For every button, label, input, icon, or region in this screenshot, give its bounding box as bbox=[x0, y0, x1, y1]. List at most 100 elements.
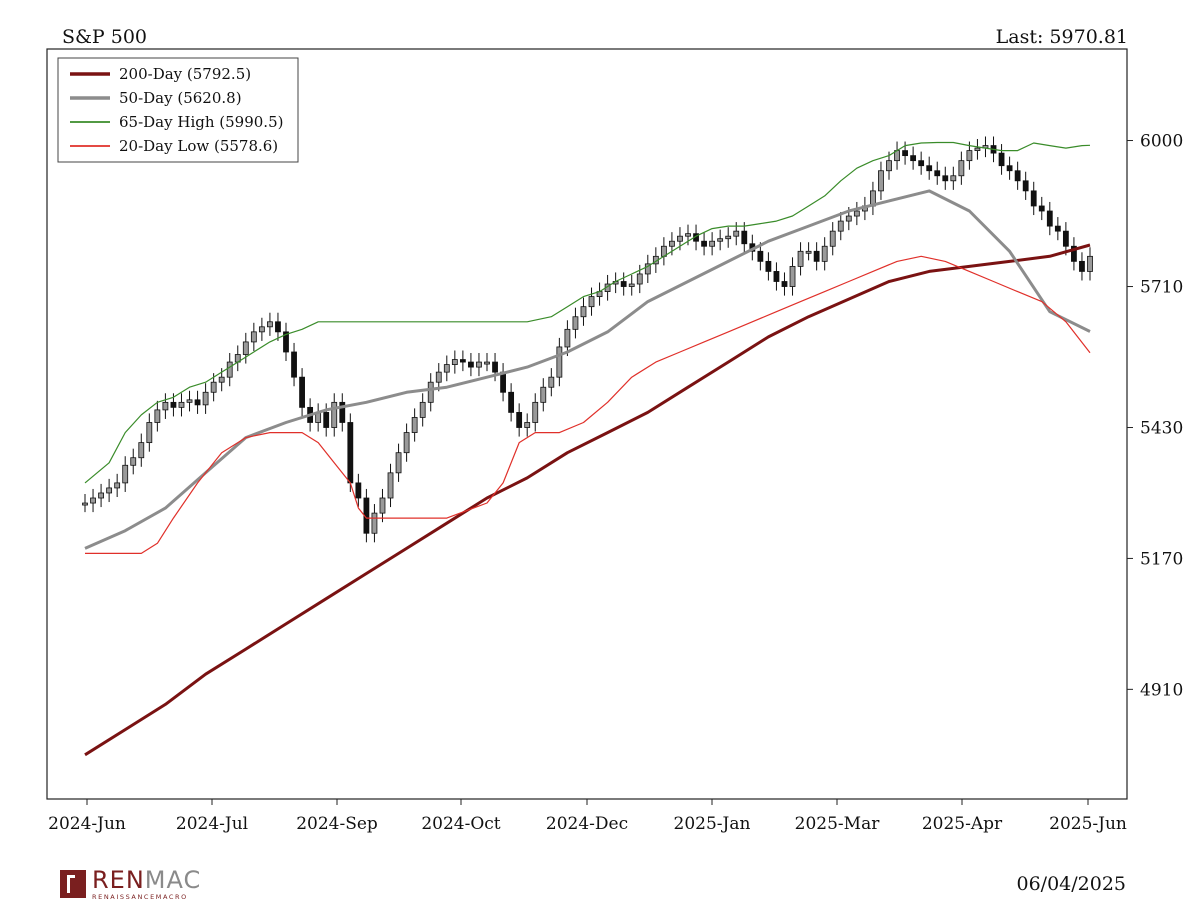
candle-body bbox=[757, 250, 764, 262]
candle-body bbox=[950, 175, 957, 182]
candle-body bbox=[1087, 255, 1093, 272]
candle-body bbox=[371, 512, 378, 534]
candle-body bbox=[476, 361, 482, 368]
candle-body bbox=[1062, 230, 1069, 247]
candle-body bbox=[717, 238, 724, 242]
y-tick-label: 5170 bbox=[1140, 549, 1183, 569]
candle-body bbox=[540, 386, 547, 403]
candle-body bbox=[910, 155, 917, 162]
candle-body bbox=[918, 160, 925, 167]
candles-layer bbox=[82, 136, 1093, 543]
candle-body bbox=[500, 371, 506, 393]
candle-body bbox=[484, 361, 490, 365]
candle-body bbox=[845, 215, 852, 222]
candle-body bbox=[709, 240, 716, 247]
legend-label: 20-Day Low (5578.6) bbox=[119, 137, 278, 155]
candle-body bbox=[323, 412, 330, 428]
logo-mark-icon bbox=[60, 870, 86, 899]
candle-body bbox=[532, 401, 539, 423]
chart-title: S&P 500 bbox=[62, 26, 148, 48]
x-tick-label: 2025-Apr bbox=[922, 814, 1003, 834]
candle-body bbox=[1030, 190, 1037, 207]
y-tick-label: 4910 bbox=[1140, 680, 1183, 700]
candle-body bbox=[516, 412, 523, 428]
candle-body bbox=[733, 230, 740, 237]
candle-body bbox=[130, 457, 137, 466]
candle-body bbox=[781, 281, 788, 287]
candle-body bbox=[1046, 210, 1053, 227]
candle-body bbox=[1014, 170, 1021, 182]
candle-body bbox=[998, 152, 1005, 167]
candle-body bbox=[572, 316, 579, 330]
candle-body bbox=[805, 250, 812, 254]
legend-label: 65-Day High (5990.5) bbox=[119, 113, 283, 131]
candle-body bbox=[974, 147, 981, 151]
candle-body bbox=[122, 464, 129, 484]
candle-body bbox=[524, 422, 531, 428]
candle-body bbox=[966, 150, 973, 162]
candle-body bbox=[821, 245, 828, 262]
candle-body bbox=[331, 401, 338, 428]
y-tick-label: 6000 bbox=[1140, 132, 1183, 152]
candle-body bbox=[765, 260, 772, 272]
candle-body bbox=[98, 492, 104, 499]
candle-body bbox=[902, 150, 908, 157]
candle-body bbox=[82, 502, 88, 506]
candle-body bbox=[548, 376, 555, 388]
legend: 200-Day (5792.5) 50-Day (5620.8) 65-Day Hi… bbox=[57, 57, 299, 163]
candle-body bbox=[178, 401, 185, 408]
candle-body bbox=[669, 240, 675, 247]
last-price: Last: 5970.81 bbox=[995, 26, 1128, 48]
candle-body bbox=[556, 346, 563, 378]
series-50-day bbox=[84, 189, 1091, 550]
legend-label: 50-Day (5620.8) bbox=[119, 89, 242, 107]
candle-body bbox=[250, 331, 257, 343]
x-tick-label: 2024-Dec bbox=[546, 814, 628, 834]
candle-body bbox=[685, 233, 691, 237]
series-200-day bbox=[84, 243, 1091, 757]
candle-body bbox=[210, 381, 217, 393]
candle-body bbox=[267, 321, 273, 328]
candle-body bbox=[837, 220, 844, 232]
x-tick-label: 2025-Jan bbox=[674, 814, 751, 834]
x-tick-label: 2024-Oct bbox=[421, 814, 500, 834]
candle-body bbox=[1022, 180, 1029, 192]
candle-body bbox=[347, 422, 354, 484]
candle-body bbox=[1054, 225, 1061, 232]
x-tick-label: 2025-Jun bbox=[1049, 814, 1127, 834]
candle-body bbox=[242, 341, 249, 355]
ticks-layer: 4910 5170 5430 5710 6000 2024-Jun 2024-Jul 2024… bbox=[48, 132, 1183, 834]
candle-body bbox=[162, 401, 169, 411]
candle-body bbox=[741, 230, 748, 245]
candle-body bbox=[411, 417, 418, 433]
candle-body bbox=[291, 351, 297, 378]
candle-body bbox=[636, 273, 643, 285]
renmac-logo: RENMAC RENAISSANCEMACRO bbox=[60, 868, 201, 901]
candle-body bbox=[419, 401, 426, 418]
candle-body bbox=[339, 401, 346, 423]
candle-body bbox=[588, 296, 595, 308]
candle-body bbox=[106, 487, 113, 494]
candle-body bbox=[701, 240, 707, 247]
candle-body bbox=[492, 361, 498, 373]
candle-body bbox=[934, 170, 941, 177]
logo-name: RENMAC bbox=[92, 866, 202, 894]
candle-body bbox=[403, 432, 410, 454]
candle-body bbox=[138, 442, 145, 459]
candle-body bbox=[459, 359, 466, 363]
candle-body bbox=[202, 391, 209, 406]
candle-body bbox=[1071, 245, 1077, 262]
logo-subtitle: RENAISSANCEMACRO bbox=[92, 893, 188, 901]
candle-body bbox=[387, 472, 394, 499]
candle-body bbox=[1038, 205, 1045, 212]
x-tick-label: 2024-Jun bbox=[48, 814, 126, 834]
candle-body bbox=[468, 361, 474, 368]
candle-body bbox=[853, 210, 860, 217]
candle-body bbox=[283, 331, 289, 353]
candle-body bbox=[427, 381, 434, 403]
candle-body bbox=[878, 170, 884, 192]
candle-body bbox=[628, 283, 635, 287]
y-tick-label: 5710 bbox=[1140, 278, 1183, 298]
candle-body bbox=[886, 160, 892, 172]
